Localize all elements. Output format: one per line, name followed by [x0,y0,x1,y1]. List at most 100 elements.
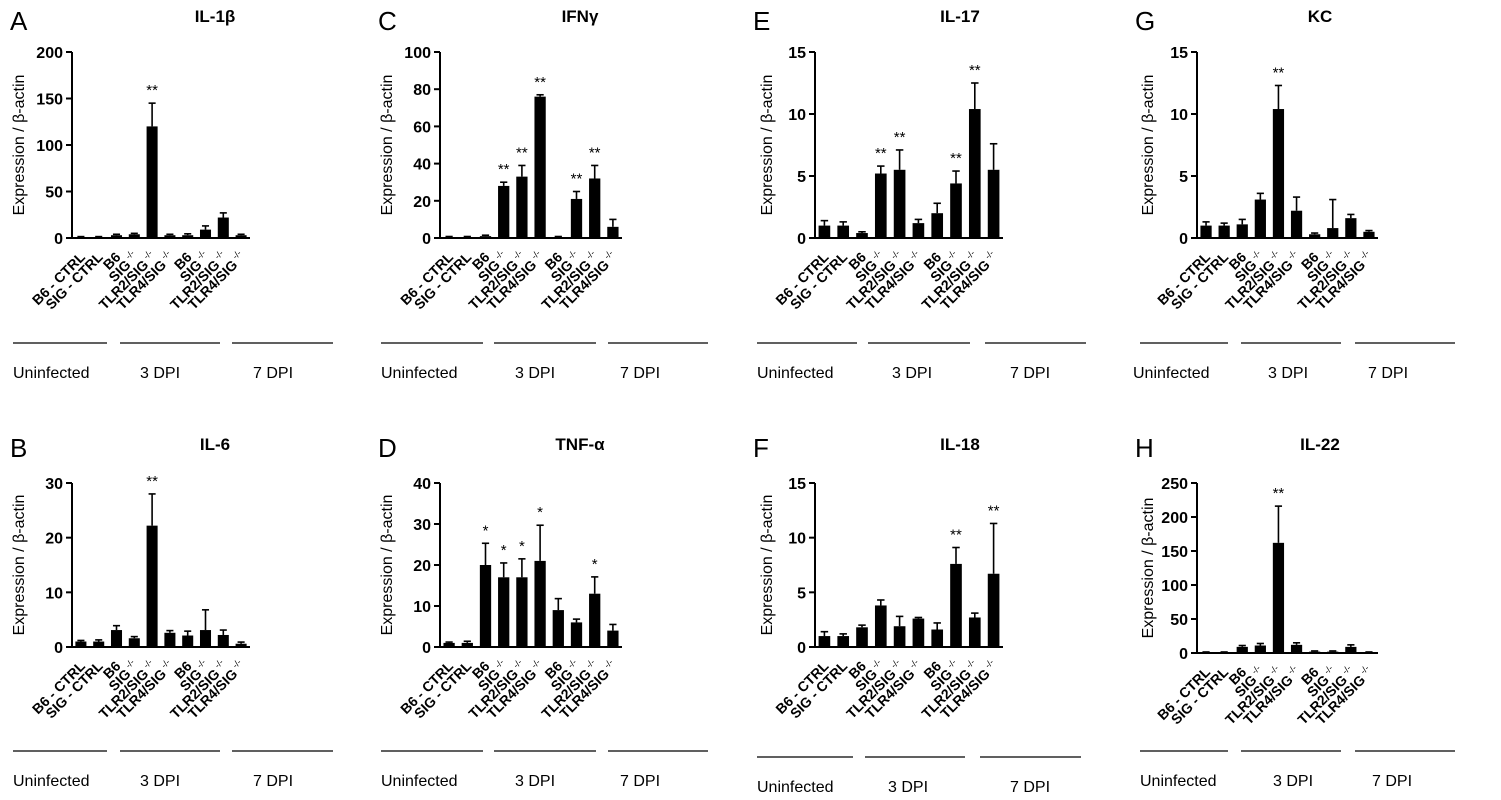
bar [75,641,87,647]
y-tick-label: 10 [1170,107,1188,124]
y-tick-label: 20 [45,531,63,548]
bar [498,577,510,647]
bar [912,223,925,238]
bar [461,642,473,647]
bar [1327,228,1339,238]
group-label: 7 DPI [253,773,293,790]
bar [968,109,981,238]
y-axis-label: Expression / β-actin [11,495,28,636]
bar [516,577,528,647]
bar [146,126,158,238]
group-label: Uninfected [1140,773,1217,790]
group-label: 7 DPI [1010,365,1050,382]
bar [950,183,962,238]
bar [912,618,925,647]
bar [1327,651,1339,653]
y-tick-label: 250 [1161,476,1188,493]
bar [217,634,229,647]
bar [1236,646,1248,653]
bar [1254,199,1266,238]
group-label: 7 DPI [1372,773,1412,790]
y-tick-label: 0 [54,640,63,657]
y-axis-label: Expression / β-actin [759,75,776,216]
group-label: 3 DPI [515,365,555,382]
bar [950,563,962,647]
group-label: Uninfected [757,365,834,382]
panel-h: H IL-22 Expression / β-actin 0 50 100 150 200 25… [1135,433,1455,790]
y-axis-label: Expression / β-actin [1140,498,1157,639]
y-tick-label: 5 [797,585,806,602]
bar [146,525,158,647]
group-label: Uninfected [757,779,834,796]
bar [1290,644,1303,653]
y-tick-label: 0 [1179,646,1188,663]
y-tick-label: 10 [788,531,806,548]
bar [1272,109,1285,238]
bar [968,617,981,647]
y-tick-label: 40 [413,157,431,174]
panel-letter: G [1135,6,1155,36]
panel-letter: A [10,6,28,36]
bar [498,185,510,238]
significance-marker: ** [534,74,546,91]
bar [1290,210,1303,238]
panel-title: TNF-α [555,435,605,454]
significance-marker: ** [146,82,158,99]
bar [182,235,194,238]
y-tick-label: 0 [422,640,431,657]
significance-marker: * [501,542,507,559]
group-label: Uninfected [13,365,90,382]
group-label: 3 DPI [515,773,555,790]
panel-title: IL-1β [195,7,236,26]
y-tick-label: 0 [797,231,806,248]
y-tick-label: 100 [404,45,431,62]
significance-marker: ** [516,144,528,161]
y-tick-label: 150 [36,92,63,109]
bar [1363,231,1375,238]
bar [552,610,564,647]
bar [874,173,887,238]
bar [893,626,906,647]
significance-marker: ** [969,62,981,79]
group-label: 3 DPI [888,779,928,796]
panel-title: KC [1308,7,1333,26]
y-tick-label: 20 [413,558,431,575]
significance-marker: ** [589,144,601,161]
significance-marker: * [592,556,598,573]
bar [534,96,546,238]
significance-marker: ** [950,527,962,544]
y-axis-label: Expression / β-actin [379,75,396,216]
bar [1218,225,1230,238]
group-label: Uninfected [381,365,458,382]
bar [1345,646,1357,653]
y-tick-label: 80 [413,82,431,99]
bar [128,638,140,647]
y-tick-label: 0 [422,231,431,248]
group-label: 3 DPI [1273,773,1313,790]
significance-marker: ** [950,150,962,167]
y-tick-label: 0 [797,640,806,657]
y-tick-label: 0 [1179,231,1188,248]
y-tick-label: 50 [45,185,63,202]
significance-marker: ** [498,161,510,178]
bar [1309,651,1321,653]
bar [1254,645,1266,653]
bar [93,237,105,238]
bar [1200,225,1212,238]
group-label: 7 DPI [620,365,660,382]
panel-letter: B [10,433,27,463]
bar [110,630,123,647]
bar [1272,542,1285,653]
bar [570,622,583,647]
y-axis-label: Expression / β-actin [759,495,776,636]
significance-marker: ** [875,145,887,162]
group-label: 3 DPI [1268,365,1308,382]
panel-letter: E [753,6,770,36]
panel-letter: C [378,6,397,36]
